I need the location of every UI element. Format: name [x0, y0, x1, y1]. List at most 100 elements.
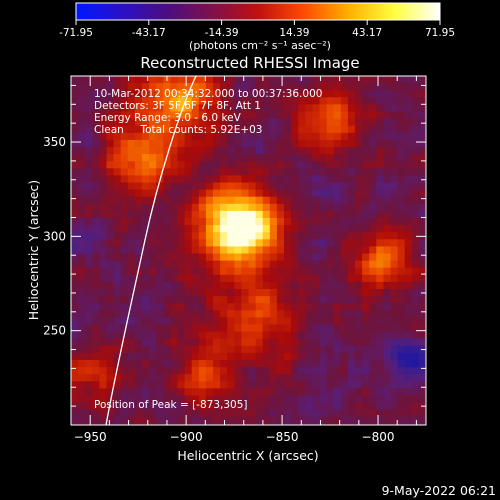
- heatmap-cell: [340, 139, 349, 148]
- heatmap-cell: [362, 267, 370, 276]
- heatmap-cell: [71, 310, 79, 318]
- heatmap-cell: [340, 154, 349, 162]
- heatmap-cell: [170, 161, 178, 169]
- heatmap-cell: [255, 154, 264, 162]
- heatmap-cell: [234, 196, 242, 205]
- heatmap-cell: [291, 161, 299, 169]
- heatmap-cell: [312, 352, 320, 361]
- heatmap-cell: [142, 147, 150, 155]
- heatmap-cell: [383, 402, 391, 411]
- heatmap-cell: [71, 253, 79, 261]
- heatmap-cell: [340, 147, 349, 155]
- heatmap-cell: [184, 118, 193, 127]
- heatmap-cell: [347, 132, 356, 141]
- heatmap-cell: [227, 374, 235, 382]
- heatmap-cell: [120, 182, 129, 190]
- heatmap-cell: [248, 132, 256, 141]
- heatmap-cell: [134, 303, 143, 311]
- heatmap-cell: [184, 324, 193, 332]
- heatmap-cell: [369, 324, 377, 332]
- heatmap-cell: [227, 317, 235, 325]
- heatmap-cell: [404, 90, 413, 98]
- heatmap-cell: [213, 83, 221, 91]
- heatmap-cell: [390, 90, 398, 98]
- heatmap-cell: [78, 125, 86, 134]
- heatmap-cell: [376, 161, 384, 169]
- heatmap-cell: [220, 289, 228, 297]
- heatmap-cell: [362, 83, 370, 91]
- heatmap-cell: [383, 225, 391, 233]
- heatmap-cell: [376, 274, 384, 283]
- heatmap-cell: [170, 423, 178, 425]
- heatmap-cell: [205, 310, 214, 318]
- heatmap-cell: [156, 324, 164, 332]
- heatmap-cell: [418, 139, 426, 148]
- heatmap-cell: [184, 360, 193, 368]
- heatmap-cell: [170, 182, 178, 190]
- heatmap-cell: [319, 395, 327, 403]
- heatmap-cell: [376, 281, 384, 290]
- heatmap-cell: [85, 97, 93, 105]
- heatmap-cell: [205, 338, 214, 347]
- heatmap-cell: [291, 296, 299, 304]
- heatmap-cell: [85, 104, 93, 112]
- heatmap-cell: [262, 132, 271, 141]
- heatmap-cell: [227, 210, 235, 219]
- heatmap-cell: [347, 210, 356, 219]
- heatmap-cell: [99, 374, 107, 382]
- heatmap-cell: [276, 239, 285, 247]
- heatmap-cell: [298, 182, 306, 190]
- heatmap-cell: [71, 189, 79, 198]
- heatmap-cell: [269, 154, 278, 162]
- heatmap-cell: [99, 161, 107, 169]
- heatmap-cell: [276, 90, 285, 98]
- heatmap-cell: [383, 111, 391, 119]
- heatmap-cell: [411, 281, 420, 290]
- heatmap-cell: [291, 274, 299, 283]
- heatmap-cell: [333, 395, 342, 403]
- heatmap-cell: [291, 175, 299, 183]
- heatmap-cell: [305, 423, 313, 425]
- heatmap-cell: [383, 289, 391, 297]
- heatmap-cell: [397, 139, 406, 148]
- heatmap-cell: [106, 260, 114, 269]
- heatmap-cell: [312, 416, 320, 425]
- heatmap-cell: [92, 423, 100, 425]
- heatmap-cell: [305, 139, 313, 148]
- heatmap-cell: [156, 232, 164, 240]
- heatmap-cell: [333, 125, 342, 134]
- colorbar-tick-label: 71.95: [425, 27, 455, 39]
- heatmap-cell: [248, 352, 256, 361]
- heatmap-cell: [234, 210, 242, 219]
- heatmap-cell: [191, 232, 200, 240]
- heatmap-cell: [326, 381, 335, 389]
- heatmap-cell: [191, 182, 200, 190]
- heatmap-cell: [184, 352, 193, 361]
- heatmap-cell: [383, 218, 391, 226]
- plot-frame: [70, 75, 427, 426]
- heatmap-cell: [134, 423, 143, 425]
- heatmap-cell: [347, 274, 356, 283]
- heatmap-cell: [326, 239, 335, 247]
- heatmap-cell: [120, 118, 129, 127]
- heatmap-cell: [142, 409, 150, 418]
- heatmap-cell: [191, 317, 200, 325]
- heatmap-cell: [163, 239, 171, 247]
- heatmap-cell: [134, 274, 143, 283]
- heatmap-cell: [312, 239, 320, 247]
- heatmap-cell: [276, 203, 285, 212]
- heatmap-cell: [227, 395, 235, 403]
- heatmap-cell: [369, 409, 377, 418]
- heatmap-cell: [340, 90, 349, 98]
- heatmap-cell: [234, 367, 242, 375]
- heatmap-cell: [333, 189, 342, 198]
- heatmap-cell: [291, 189, 299, 198]
- heatmap-cell: [291, 210, 299, 219]
- heatmap-cell: [177, 395, 185, 403]
- heatmap-cell: [390, 317, 398, 325]
- heatmap-cell: [170, 352, 178, 361]
- heatmap-cell: [369, 132, 377, 141]
- heatmap-cell: [284, 118, 292, 127]
- heatmap-cell: [170, 416, 178, 425]
- heatmap-cell: [92, 225, 100, 233]
